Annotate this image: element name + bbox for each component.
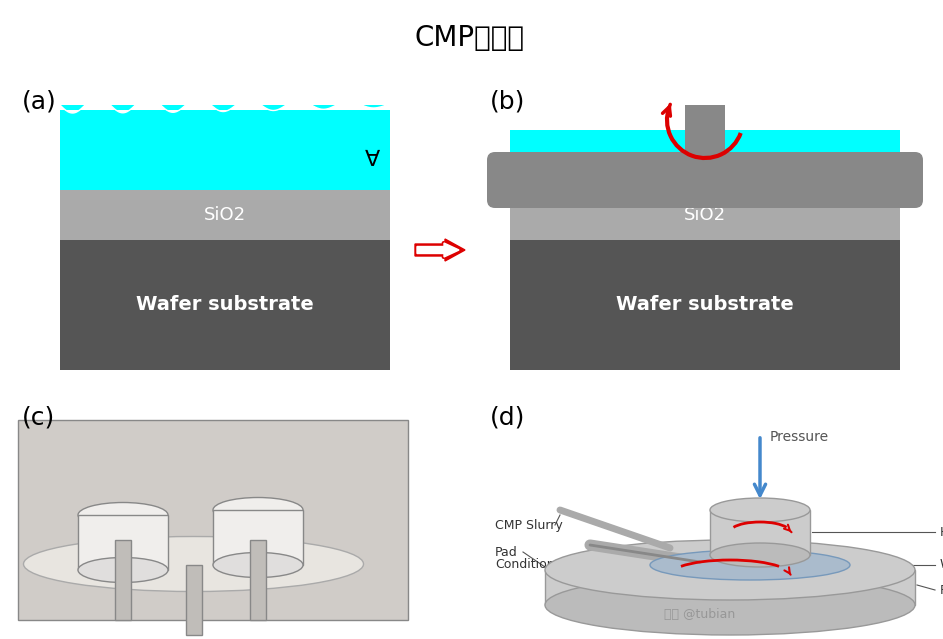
Ellipse shape — [78, 557, 168, 583]
Bar — [685, 105, 725, 160]
Bar — [60, 240, 390, 370]
Ellipse shape — [710, 498, 810, 522]
Bar — [250, 540, 266, 620]
Text: LN: LN — [692, 151, 719, 169]
Ellipse shape — [24, 537, 363, 592]
Bar — [545, 570, 915, 605]
Text: ∀: ∀ — [364, 150, 380, 170]
Text: Wafer substrate: Wafer substrate — [136, 295, 314, 314]
Bar — [115, 540, 131, 620]
Text: (a): (a) — [22, 90, 57, 114]
Text: Conditioner: Conditioner — [495, 558, 568, 571]
Text: SiO2: SiO2 — [684, 206, 726, 224]
Text: (d): (d) — [490, 405, 525, 429]
Bar — [60, 190, 390, 240]
Text: Pressure: Pressure — [770, 430, 829, 444]
Text: (b): (b) — [490, 90, 525, 114]
FancyArrow shape — [415, 239, 465, 261]
Text: Wafer substrate: Wafer substrate — [616, 295, 794, 314]
Text: SiO2: SiO2 — [204, 206, 246, 224]
Text: Platen: Platen — [940, 583, 943, 596]
Text: Wafer: Wafer — [940, 558, 943, 571]
Ellipse shape — [545, 575, 915, 635]
Text: Pad: Pad — [495, 546, 518, 558]
Bar — [510, 190, 900, 240]
Text: CMP平坦化: CMP平坦化 — [415, 24, 525, 52]
Text: (c): (c) — [22, 405, 56, 429]
Bar — [510, 240, 900, 370]
Bar — [18, 420, 408, 620]
Text: Head: Head — [940, 525, 943, 539]
Bar — [213, 510, 303, 565]
Ellipse shape — [213, 553, 303, 578]
Ellipse shape — [545, 540, 915, 600]
Bar — [510, 130, 900, 190]
Bar — [710, 510, 810, 555]
Bar — [60, 105, 390, 190]
Ellipse shape — [650, 550, 850, 580]
Ellipse shape — [710, 543, 810, 567]
FancyArrow shape — [417, 243, 459, 257]
Ellipse shape — [213, 498, 303, 523]
Text: 知乎 @tubian: 知乎 @tubian — [665, 608, 736, 622]
Ellipse shape — [78, 502, 168, 528]
Text: CMP Slurry: CMP Slurry — [495, 518, 563, 532]
FancyBboxPatch shape — [487, 152, 923, 208]
Bar — [186, 565, 202, 635]
Bar — [78, 515, 168, 570]
